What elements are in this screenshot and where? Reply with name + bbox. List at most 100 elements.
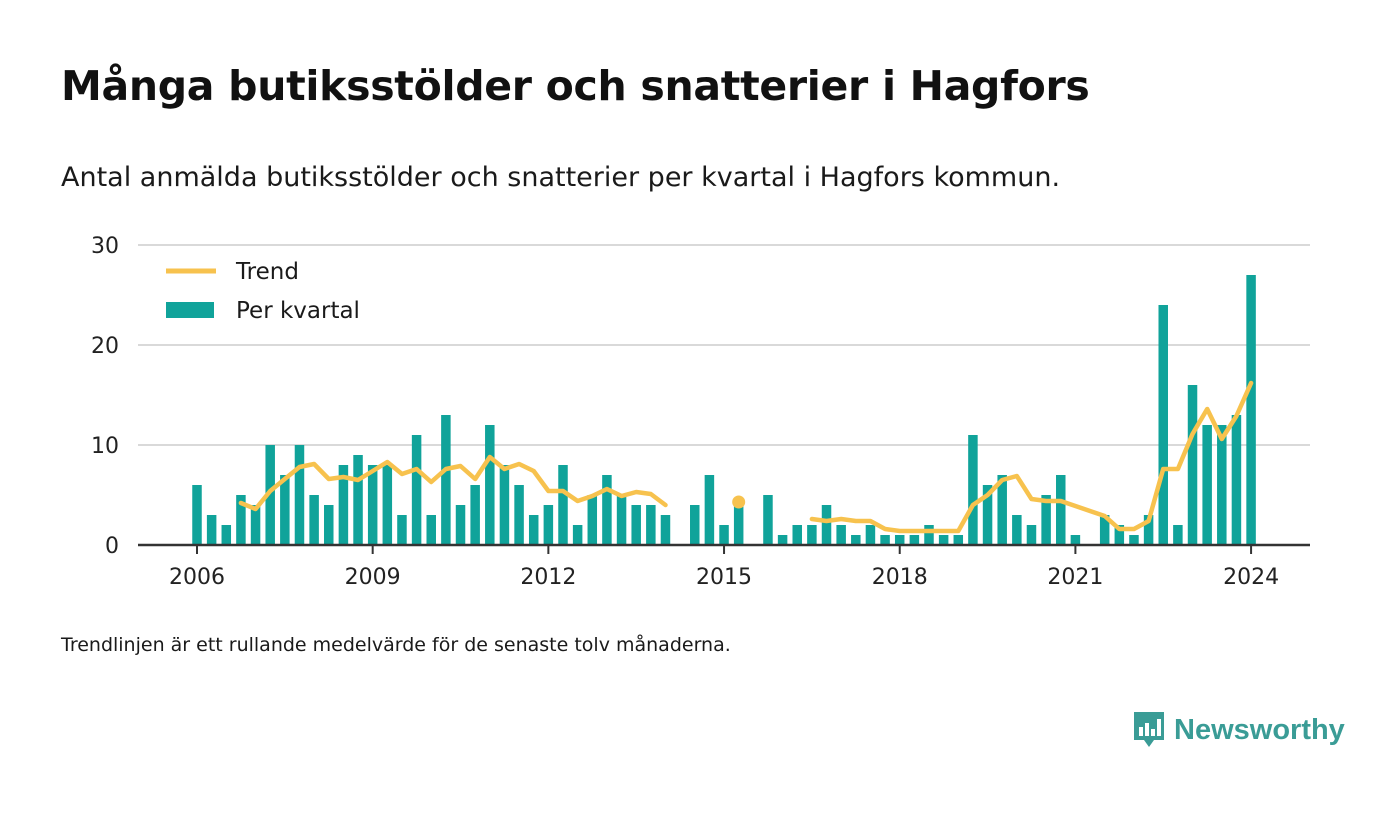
- bar-2007-Q3: [280, 475, 290, 545]
- bar-2015-Q4: [763, 495, 773, 545]
- bar-2014-Q3: [690, 505, 700, 545]
- bar-2009-Q3: [397, 515, 407, 545]
- bar-2007-Q2: [265, 445, 275, 545]
- bar-2022-Q1: [1129, 535, 1139, 545]
- bar-2020-Q3: [1041, 495, 1051, 545]
- bar-2009-Q2: [382, 465, 393, 545]
- bar-2008-Q4: [353, 455, 363, 545]
- bar-2011-Q3: [514, 485, 524, 545]
- bar-2013-Q2: [616, 495, 627, 545]
- bar-2011-Q1: [485, 425, 495, 545]
- brand-name: Newsworthy: [1174, 713, 1345, 746]
- bar-2008-Q3: [338, 465, 349, 545]
- legend-bar-label: Per kvartal: [236, 298, 360, 324]
- y-tick-label: 30: [91, 234, 119, 259]
- bar-2017-Q4: [880, 535, 890, 545]
- y-axis-ticks: 0 10 20 30: [91, 234, 119, 559]
- bar-2019-Q3: [982, 485, 993, 545]
- bar-2023-Q1: [1187, 385, 1198, 545]
- newsworthy-logo-icon: [1134, 712, 1164, 747]
- bar-2006-Q2: [206, 515, 217, 545]
- trend-series: [238, 380, 1254, 534]
- x-tick-label: 2006: [169, 565, 225, 590]
- legend-bar-swatch: [166, 302, 214, 318]
- bar-2021-Q4: [1114, 525, 1125, 545]
- bar-2006-Q1: [192, 485, 202, 545]
- bar-2017-Q2: [851, 535, 861, 545]
- bar-2009-Q1: [367, 465, 378, 545]
- bar-2013-Q4: [646, 505, 656, 545]
- bar-2024-Q1: [1246, 275, 1256, 545]
- bar-2021-Q1: [1070, 535, 1081, 545]
- bar-2018-Q4: [938, 535, 949, 545]
- x-axis: 2006 2009 2012 2015 2018 2021 2024: [138, 543, 1310, 590]
- bar-2020-Q2: [1026, 525, 1037, 545]
- bar-2008-Q2: [324, 505, 334, 545]
- bar-2007-Q4: [294, 445, 305, 545]
- chart-title: Många butiksstölder och snatterier i Hag…: [61, 62, 1090, 110]
- y-tick-label: 0: [105, 534, 119, 559]
- bar-2012-Q3: [572, 525, 583, 545]
- bar-2022-Q4: [1173, 525, 1183, 545]
- bar-2011-Q4: [528, 515, 539, 545]
- y-tick-label: 20: [91, 334, 119, 359]
- bar-2023-Q4: [1231, 415, 1242, 545]
- bar-2022-Q2: [1143, 515, 1154, 545]
- bar-2021-Q3: [1099, 515, 1110, 545]
- legend-trend-label: Trend: [235, 259, 299, 285]
- footnote: Trendlinjen är ett rullande medelvärde f…: [61, 634, 731, 656]
- x-tick-label: 2018: [872, 565, 928, 590]
- bar-2016-Q1: [777, 535, 788, 545]
- bar-2006-Q4: [236, 495, 246, 545]
- legend: Trend Per kvartal: [166, 259, 360, 324]
- bar-2012-Q1: [543, 505, 554, 545]
- bar-2006-Q3: [221, 525, 232, 545]
- y-tick-label: 10: [91, 434, 119, 459]
- x-tick-label: 2015: [696, 565, 752, 590]
- bar-2008-Q1: [309, 495, 319, 545]
- bar-2016-Q3: [807, 525, 817, 545]
- chart-canvas: 0 10 20 30 2006 2009 2012 2015 2018 2021 2024 Tre…: [91, 234, 1310, 590]
- trend-line-segment-0: [238, 454, 668, 512]
- bar-2012-Q2: [558, 465, 568, 545]
- brand-logo[interactable]: Newsworthy: [1132, 710, 1345, 750]
- bar-2011-Q2: [499, 465, 510, 545]
- bar-2023-Q2: [1202, 425, 1212, 545]
- bar-2019-Q4: [997, 475, 1007, 545]
- bar-2019-Q2: [968, 435, 978, 545]
- bar-2015-Q2: [733, 505, 744, 545]
- bar-2017-Q1: [836, 525, 846, 545]
- bar-2014-Q1: [660, 515, 671, 545]
- trend-line-segment-2: [809, 380, 1254, 534]
- chart-subtitle: Antal anmälda butiksstölder och snatteri…: [61, 162, 1061, 193]
- bar-2013-Q1: [602, 475, 612, 545]
- x-tick-label: 2021: [1047, 565, 1103, 590]
- bar-2017-Q3: [865, 525, 876, 545]
- bar-2023-Q3: [1217, 425, 1227, 545]
- bar-2009-Q4: [411, 435, 422, 545]
- bar-2018-Q2: [909, 535, 920, 545]
- bar-2010-Q4: [470, 485, 480, 545]
- bar-2022-Q3: [1158, 305, 1168, 545]
- gridlines: [138, 244, 1310, 446]
- bar-2007-Q1: [250, 505, 261, 545]
- bar-2018-Q3: [924, 525, 934, 545]
- x-tick-label: 2009: [345, 565, 401, 590]
- bar-2016-Q4: [821, 505, 832, 545]
- x-tick-label: 2024: [1223, 565, 1279, 590]
- x-tick-label: 2012: [520, 565, 576, 590]
- bar-2013-Q3: [631, 505, 641, 545]
- bar-2010-Q3: [455, 505, 466, 545]
- trend-point: [732, 495, 746, 509]
- bar-2016-Q2: [792, 525, 802, 545]
- bar-series: [192, 275, 1256, 545]
- bar-2010-Q2: [441, 415, 451, 545]
- bar-2015-Q1: [719, 525, 729, 545]
- bar-2010-Q1: [426, 515, 436, 545]
- bar-2020-Q1: [1012, 515, 1022, 545]
- bar-2020-Q4: [1056, 475, 1066, 545]
- bar-2018-Q1: [894, 535, 905, 545]
- bar-2019-Q1: [953, 535, 964, 545]
- bar-2014-Q4: [704, 475, 715, 545]
- bar-2012-Q4: [587, 495, 598, 545]
